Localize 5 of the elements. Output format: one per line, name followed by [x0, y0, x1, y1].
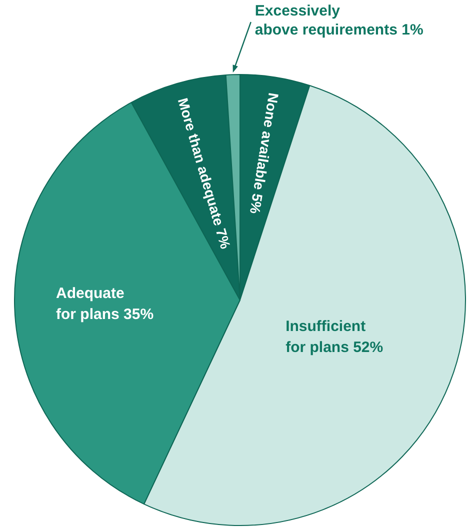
slice-label: Excessively above requirements 1%: [254, 2, 424, 39]
slice-label: More than adequate 7%: [174, 96, 234, 252]
slice-label: None available 5%: [246, 92, 282, 216]
slice-label: Insufficient for plans 52%: [286, 318, 384, 356]
slice-label: Adequate for plans 35%: [56, 284, 154, 323]
